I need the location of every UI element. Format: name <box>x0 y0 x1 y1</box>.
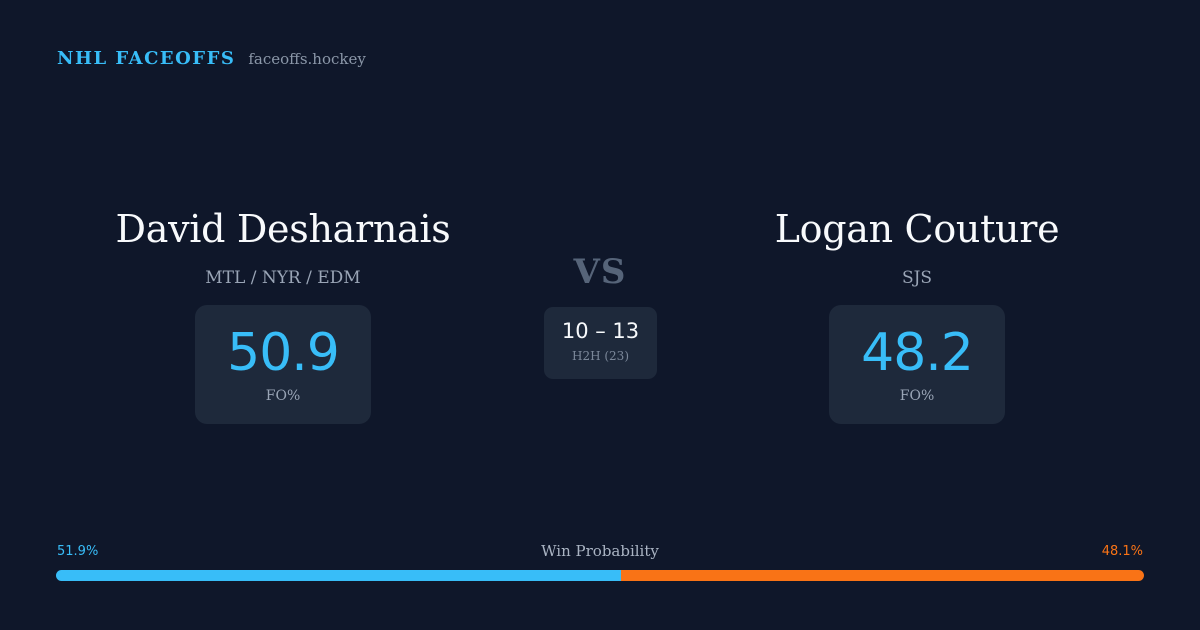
player-left-fo-label: FO% <box>265 388 301 404</box>
player-right-name: Logan Couture <box>774 207 1060 251</box>
player-right-fo-value: 48.2 <box>861 323 974 383</box>
player-right-panel: Logan Couture SJS 48.2 FO% <box>697 200 1137 424</box>
win-probability-right-label: 48.1% <box>1101 544 1143 559</box>
player-right-stat-card: 48.2 FO% <box>829 305 1005 424</box>
player-left-stat-card: 50.9 FO% <box>195 305 371 424</box>
win-probability-fill-left <box>56 570 621 581</box>
win-probability-fill-right <box>620 570 1144 581</box>
player-left-teams: MTL / NYR / EDM <box>205 268 361 288</box>
win-probability-bar <box>56 570 1144 581</box>
h2h-score: 10 – 13 <box>561 319 640 343</box>
brand-title: NHL FACEOFFS <box>57 48 236 69</box>
h2h-card: 10 – 13 H2H (23) <box>544 307 657 379</box>
win-probability-left-label: 51.9% <box>57 544 99 559</box>
brand-site: faceoffs.hockey <box>248 50 366 68</box>
player-left-fo-value: 50.9 <box>227 323 340 383</box>
player-left-panel: David Desharnais MTL / NYR / EDM 50.9 FO… <box>63 200 503 424</box>
player-right-fo-label: FO% <box>899 388 935 404</box>
win-probability-title: Win Probability <box>541 542 659 560</box>
h2h-label: H2H (23) <box>571 349 629 363</box>
player-right-teams: SJS <box>901 268 933 288</box>
brand-header: NHL FACEOFFS faceoffs.hockey <box>57 48 366 69</box>
player-left-name: David Desharnais <box>115 207 451 251</box>
vs-label: VS <box>573 252 627 292</box>
